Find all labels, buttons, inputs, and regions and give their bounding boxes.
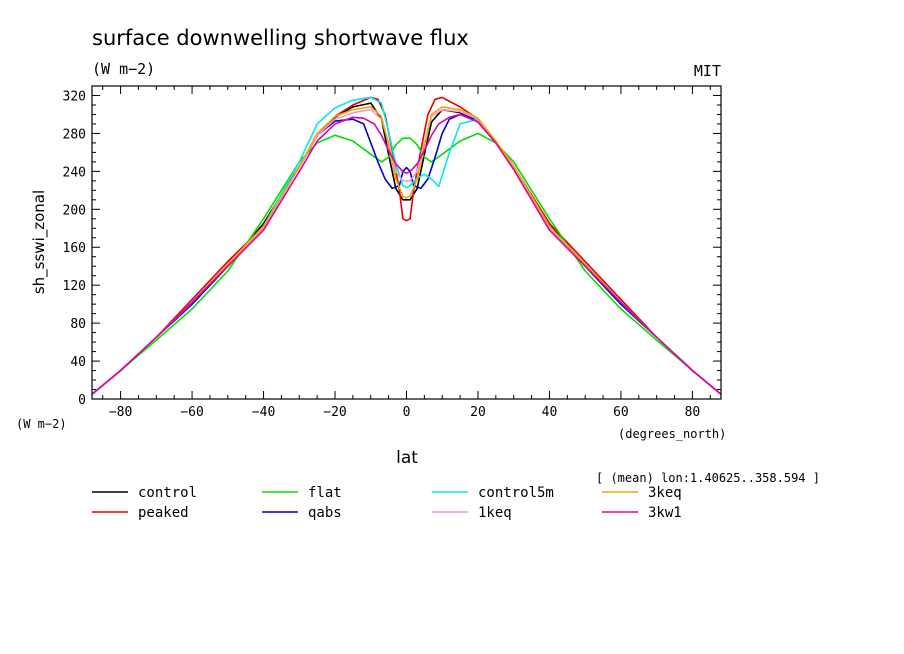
x-tick-label: 0: [403, 405, 411, 420]
y-tick-label: 80: [70, 317, 86, 332]
chart-subtitle: (W m−2): [92, 60, 155, 78]
legend: control peaked flat qabs control5m 1keq 3keq 3k…: [92, 485, 682, 521]
x-tick-label: −40: [252, 405, 275, 420]
series-line-peaked: [91, 96, 722, 395]
y-tick-label: 120: [63, 279, 86, 294]
x-tick-label: 60: [613, 405, 629, 420]
y-tick-label: 320: [63, 89, 86, 104]
y-axis-label: sh_sswi_zonal: [30, 190, 49, 294]
series-line-qabs: [91, 113, 722, 395]
x-axis-label: lat: [396, 448, 418, 468]
y-tick-label: 200: [63, 203, 86, 218]
legend-label-3kw1: 3kw1: [648, 505, 682, 521]
x-tick-label: −80: [109, 405, 132, 420]
series-line-3kw1: [91, 113, 722, 395]
x-tick-label: 20: [470, 405, 486, 420]
axis-ticks: −80 −60 −40 −20 0 20 40 60 80 0 40 80 120 160 200 240 28…: [63, 85, 721, 420]
source-label: MIT: [694, 62, 721, 80]
y-tick-label: 0: [78, 393, 86, 408]
legend-label-control5m: control5m: [478, 485, 554, 501]
series-line-control5m: [91, 96, 722, 395]
legend-label-flat: flat: [308, 485, 342, 501]
y-tick-label: 160: [63, 241, 86, 256]
y-tick-label: 40: [70, 355, 86, 370]
series-line-flat: [91, 132, 722, 395]
series-line-control: [91, 102, 722, 395]
x-axis-units: (degrees_north): [618, 427, 726, 441]
x-tick-label: −20: [323, 405, 346, 420]
series-line-3keq: [91, 106, 722, 395]
legend-label-control: control: [138, 485, 197, 501]
legend-label-qabs: qabs: [308, 505, 342, 521]
mean-annotation: [ (mean) lon:1.40625..358.594 ]: [596, 471, 820, 485]
x-tick-label: 80: [685, 405, 701, 420]
x-tick-label: −60: [180, 405, 203, 420]
y-tick-label: 280: [63, 127, 86, 142]
chart-title: surface downwelling shortwave flux: [92, 26, 469, 50]
y-tick-label: 240: [63, 165, 86, 180]
series-line-1keq: [91, 108, 722, 395]
series-lines: [91, 96, 722, 395]
y-axis-units: (W m−2): [16, 417, 67, 431]
plot-frame: [91, 85, 722, 400]
x-tick-label: 40: [542, 405, 558, 420]
legend-label-peaked: peaked: [138, 505, 189, 521]
legend-label-1keq: 1keq: [478, 505, 512, 521]
legend-label-3keq: 3keq: [648, 485, 682, 501]
